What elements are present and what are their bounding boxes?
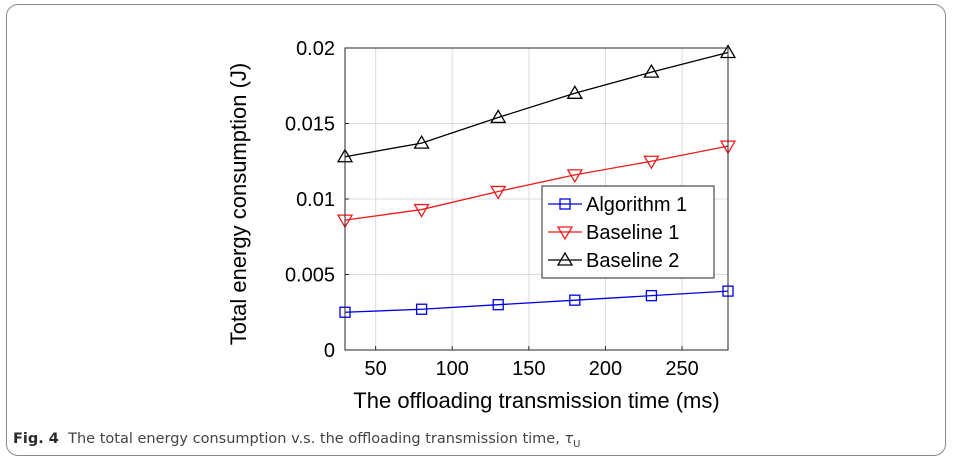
legend-marker: [556, 251, 574, 266]
data-point-marker: [413, 134, 430, 149]
data-point-marker: [492, 299, 504, 311]
data-point-marker: [415, 303, 428, 315]
legend: Algorithm 1 Baseline 1 Baseline 2: [541, 185, 715, 279]
legend-label: Algorithm 1: [586, 194, 687, 216]
data-point-marker: [566, 169, 583, 184]
legend-marker: [556, 226, 574, 241]
axis-ticks: 50 100 150 200 250 0 0.005 0.01 0.015 0.02: [285, 38, 699, 380]
legend-label: Baseline 1: [586, 222, 679, 244]
y-tick-label: 0.005: [285, 265, 335, 287]
x-axis-label: The offloading transmission time (ms): [353, 388, 719, 413]
data-point-marker: [643, 155, 660, 170]
y-axis-label: Total energy consumption (J): [226, 63, 251, 345]
data-point-marker: [645, 289, 658, 302]
y-tick-label: 0: [324, 340, 335, 362]
data-point-marker: [490, 185, 507, 200]
caption-symbol: τ: [564, 431, 574, 447]
x-tick-label: 250: [665, 358, 698, 380]
series-line: [344, 51, 729, 158]
figure-caption: Fig. 4 The total energy consumption v.s.…: [13, 431, 581, 450]
series-line: [344, 290, 729, 313]
caption-subscript: U: [573, 438, 581, 450]
x-tick-label: 200: [589, 358, 622, 380]
series-3: [336, 44, 737, 163]
series-group: [336, 44, 737, 318]
y-tick-label: 0.02: [296, 38, 335, 60]
x-tick-label: 100: [436, 358, 469, 380]
data-point-marker: [566, 85, 583, 99]
data-point-marker: [413, 203, 430, 218]
data-point-marker: [490, 109, 507, 124]
x-tick-label: 50: [365, 358, 387, 380]
legend-marker: [559, 198, 571, 210]
y-tick-label: 0.01: [296, 189, 335, 211]
data-point-marker: [569, 294, 581, 306]
series-1: [339, 285, 734, 318]
caption-label: Fig. 4: [13, 431, 59, 447]
x-tick-label: 150: [512, 358, 545, 380]
series-line: [344, 145, 729, 221]
y-tick-label: 0.015: [285, 114, 335, 136]
legend-label: Baseline 2: [586, 250, 679, 272]
caption-text: The total energy consumption v.s. the of…: [68, 431, 560, 447]
figure-frame: [6, 4, 946, 456]
data-point-marker: [643, 63, 660, 78]
